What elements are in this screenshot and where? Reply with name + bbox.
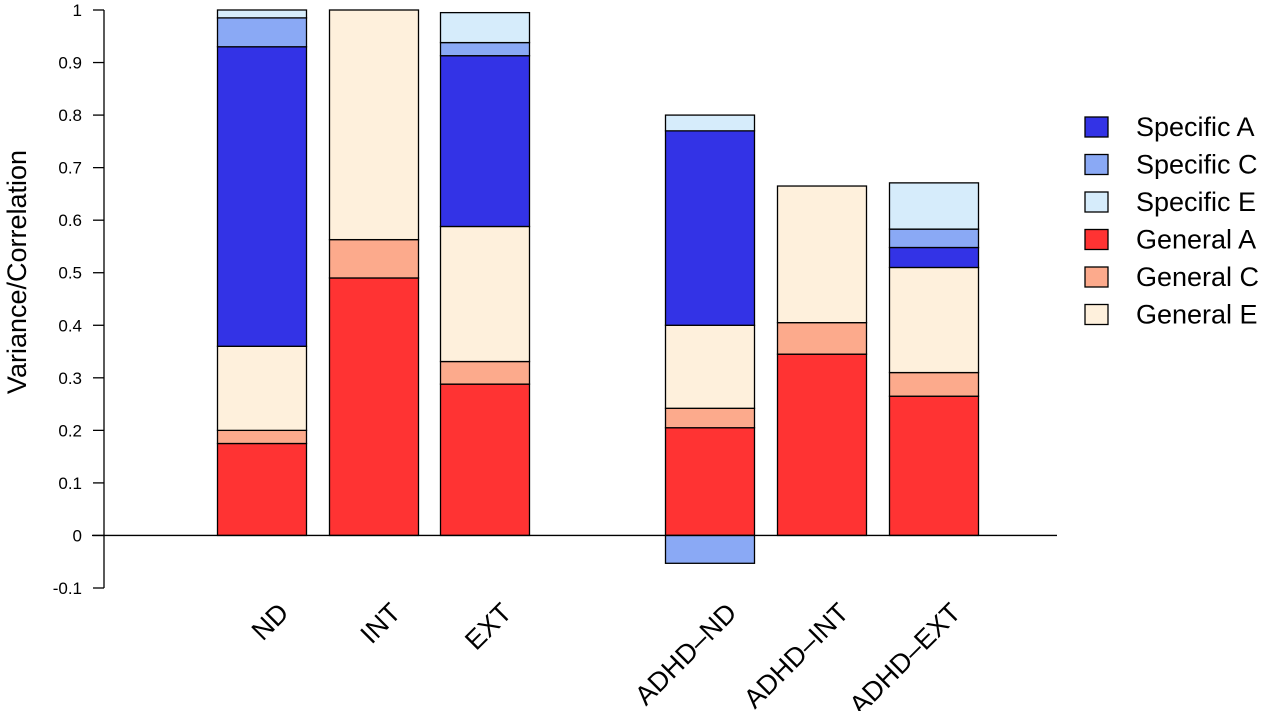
bar-segment-general-e bbox=[328, 9, 420, 241]
bar-segment-general-e bbox=[888, 266, 980, 374]
bar-segment-general-c bbox=[664, 407, 756, 429]
bar-2 bbox=[439, 11, 531, 537]
y-tick-label: 0.2 bbox=[58, 421, 82, 440]
bar-segment-general-c bbox=[439, 360, 531, 385]
legend-label: Specific E bbox=[1136, 187, 1256, 217]
legend: Specific A Specific C Specific E General A G… bbox=[1084, 112, 1259, 330]
y-tick-label: 0.4 bbox=[58, 316, 82, 335]
legend-label: Specific A bbox=[1136, 112, 1255, 142]
category-label: ADHD–EXT bbox=[844, 597, 967, 711]
bars bbox=[216, 9, 980, 564]
legend-item: General C bbox=[1084, 262, 1259, 292]
bar-segment-specific-a bbox=[664, 130, 756, 326]
bar-segment-general-e bbox=[776, 185, 868, 324]
bar-segment-general-a bbox=[888, 395, 980, 537]
legend-swatch bbox=[1084, 116, 1109, 138]
category-label: ADHD–ND bbox=[629, 597, 743, 711]
y-tick-label: 0.6 bbox=[58, 211, 82, 230]
category-label: INT bbox=[355, 597, 407, 649]
legend-item: Specific C bbox=[1084, 150, 1258, 180]
bar-segment-general-a bbox=[328, 277, 420, 537]
legend-item: General A bbox=[1084, 225, 1256, 255]
bar-segment-general-c bbox=[216, 429, 308, 445]
bar-segment-general-a bbox=[439, 383, 531, 537]
legend-swatch bbox=[1084, 153, 1109, 176]
legend-item: General E bbox=[1084, 300, 1258, 330]
legend-label: Specific C bbox=[1136, 150, 1258, 180]
legend-swatch bbox=[1084, 303, 1109, 326]
y-ticks: -0.1 0 0.1 0.2 0.3 0.4 0.5 0.6 0.7 0.8 0.9 1 bbox=[53, 1, 104, 598]
bar-0 bbox=[216, 9, 308, 537]
bar-segment-specific-a bbox=[888, 246, 980, 269]
legend-swatch bbox=[1084, 228, 1109, 251]
y-axis-label: Variance/Correlation bbox=[2, 150, 32, 394]
bar-segment-general-c bbox=[328, 238, 420, 279]
bar-segment-specific-c bbox=[216, 17, 308, 48]
bar-segment-specific-e bbox=[888, 182, 980, 230]
y-tick-label: 0.3 bbox=[58, 369, 82, 388]
legend-swatch bbox=[1084, 191, 1109, 213]
bar-segment-general-c bbox=[888, 371, 980, 397]
bar-segment-general-a bbox=[664, 427, 756, 537]
y-tick-label: 0.8 bbox=[58, 106, 82, 125]
bar-segment-specific-e bbox=[439, 11, 531, 44]
bar-3 bbox=[664, 114, 756, 564]
category-label: ND bbox=[246, 597, 295, 646]
y-tick-label: -0.1 bbox=[53, 579, 82, 598]
legend-label: General A bbox=[1136, 225, 1256, 255]
y-tick-label: 0.5 bbox=[58, 264, 82, 283]
bar-segment-general-a bbox=[776, 353, 868, 537]
bar-segment-general-e bbox=[664, 324, 756, 409]
bar-segment-specific-a bbox=[216, 46, 308, 347]
bar-segment-general-e bbox=[439, 225, 531, 363]
bar-segment-general-a bbox=[216, 442, 308, 537]
bar-5 bbox=[888, 182, 980, 537]
bar-segment-specific-c bbox=[439, 41, 531, 57]
legend-item: Specific E bbox=[1084, 187, 1256, 217]
bar-segment-specific-e bbox=[664, 114, 756, 132]
legend-item: Specific A bbox=[1084, 112, 1255, 142]
y-tick-label: 0 bbox=[73, 526, 82, 545]
category-label: ADHD–INT bbox=[738, 597, 855, 711]
bar-1 bbox=[328, 9, 420, 537]
bar-segment-specific-c bbox=[664, 534, 756, 564]
legend-swatch bbox=[1084, 266, 1109, 288]
legend-label: General C bbox=[1136, 262, 1259, 292]
bar-segment-general-c bbox=[776, 321, 868, 355]
y-tick-label: 0.1 bbox=[58, 474, 82, 493]
bar-segment-specific-c bbox=[888, 228, 980, 249]
y-tick-label: 0.9 bbox=[58, 54, 82, 73]
legend-label: General E bbox=[1136, 300, 1258, 330]
category-label: EXT bbox=[459, 597, 517, 655]
bar-segment-specific-a bbox=[439, 55, 531, 228]
bar-segment-general-e bbox=[216, 345, 308, 432]
y-tick-label: 0.7 bbox=[58, 159, 82, 178]
bar-4 bbox=[776, 185, 868, 537]
bar-segment-specific-e bbox=[216, 9, 308, 19]
y-tick-label: 1 bbox=[73, 1, 82, 20]
